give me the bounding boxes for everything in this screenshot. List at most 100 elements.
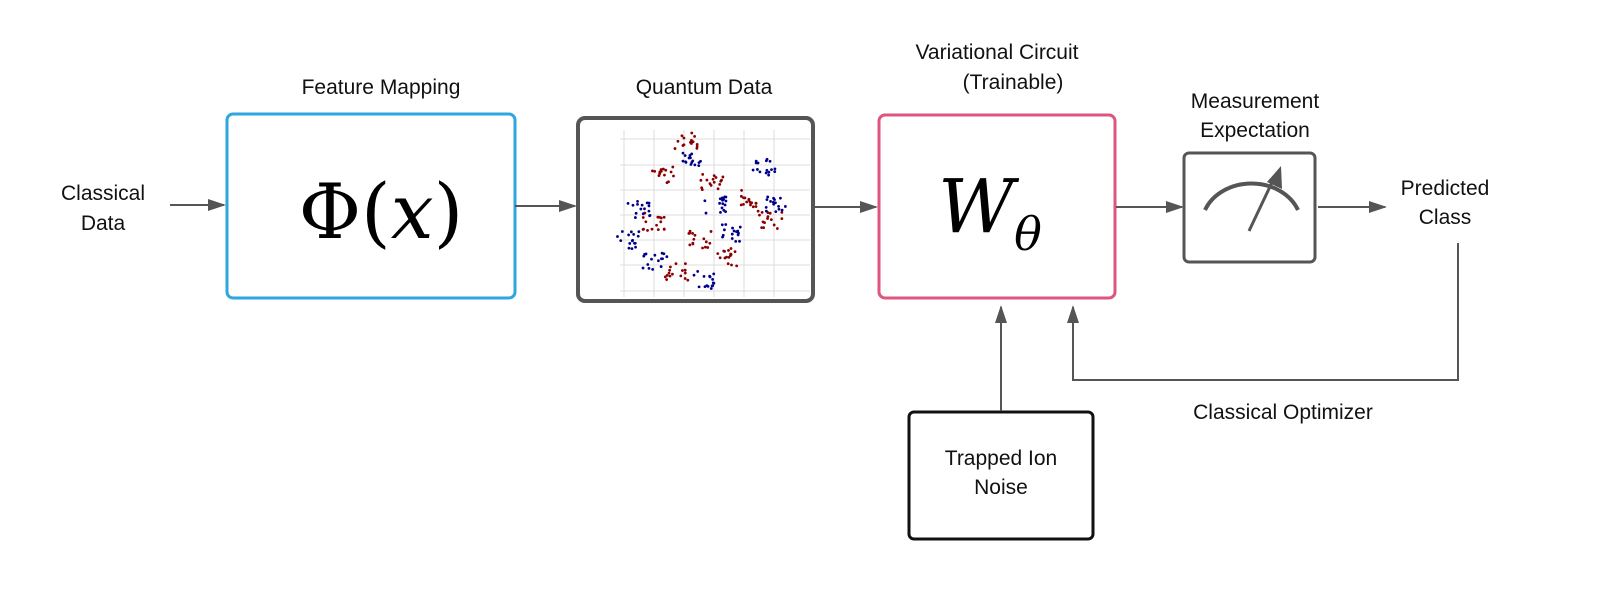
scatter-point xyxy=(770,168,773,172)
scatter-point xyxy=(722,249,726,253)
scatter-point xyxy=(718,256,722,260)
scatter-point xyxy=(701,173,705,176)
scatter-point xyxy=(691,241,695,245)
scatter-point xyxy=(643,207,646,211)
measurement-title: Measurement Expectation xyxy=(1191,90,1320,142)
scatter-point xyxy=(701,246,704,250)
scatter-point xyxy=(760,226,764,230)
scatter-point xyxy=(765,168,769,172)
scatter-point xyxy=(748,200,752,204)
scatter-point xyxy=(702,274,706,278)
scatter-point xyxy=(683,271,687,275)
scatter-point xyxy=(683,268,687,272)
scatter-point xyxy=(688,243,692,247)
scatter-point xyxy=(672,174,675,178)
scatter-point xyxy=(692,237,696,241)
svg-text:Class: Class xyxy=(1419,206,1472,229)
scatter-point xyxy=(661,257,664,261)
scatter-point xyxy=(749,203,752,207)
trapped-ion-noise-box xyxy=(907,410,1095,541)
scatter-point xyxy=(703,245,707,249)
scatter-point xyxy=(636,234,640,238)
scatter-point xyxy=(722,228,726,232)
scatter-point xyxy=(692,273,696,277)
scatter-point xyxy=(690,131,694,135)
scatter-point xyxy=(708,241,712,245)
scatter-point xyxy=(709,230,713,233)
scatter-point xyxy=(745,200,749,204)
svg-text:(Trainable): (Trainable) xyxy=(963,71,1064,94)
scatter-point xyxy=(683,154,687,157)
scatter-point xyxy=(680,269,684,272)
scatter-point xyxy=(697,161,701,164)
scatter-point xyxy=(631,203,635,207)
scatter-point xyxy=(767,173,771,177)
scatter-point xyxy=(739,194,743,198)
scatter-point xyxy=(721,175,725,179)
scatter-point xyxy=(773,167,777,171)
scatter-point xyxy=(627,246,631,250)
scatter-point xyxy=(682,136,686,140)
scatter-point xyxy=(724,195,728,199)
scatter-point xyxy=(764,159,768,163)
scatter-point xyxy=(764,209,768,213)
scatter-point xyxy=(711,281,715,285)
scatter-point xyxy=(665,255,669,259)
scatter-point xyxy=(727,255,731,259)
scatter-point xyxy=(779,196,782,200)
scatter-point xyxy=(636,202,639,206)
scatter-point xyxy=(665,181,669,185)
scatter-point xyxy=(751,205,755,209)
scatter-point xyxy=(647,204,651,208)
scatter-point xyxy=(648,214,651,218)
scatter-point xyxy=(650,257,653,261)
scatter-point xyxy=(695,142,699,146)
circuit-symbol: Wθ xyxy=(938,164,1042,261)
scatter-point xyxy=(727,249,730,252)
scatter-point xyxy=(697,285,701,289)
scatter-point xyxy=(637,230,641,234)
scatter-point xyxy=(657,174,661,177)
scatter-point xyxy=(777,207,781,211)
scatter-point xyxy=(783,205,787,208)
scatter-point xyxy=(706,284,710,288)
scatter-point xyxy=(668,268,672,272)
scatter-point xyxy=(659,220,663,224)
scatter-point xyxy=(729,247,733,250)
scatter-point xyxy=(758,213,761,217)
scatter-point xyxy=(656,228,660,231)
scatter-point xyxy=(674,262,678,265)
scatter-point xyxy=(736,233,740,237)
scatter-point xyxy=(763,221,766,225)
scatter-point xyxy=(754,159,758,163)
scatter-point xyxy=(667,271,671,275)
variational-circuit-title: Variational Circuit (Trainable) xyxy=(915,41,1078,94)
scatter-point xyxy=(712,180,716,184)
scatter-point xyxy=(705,178,709,182)
scatter-point xyxy=(773,198,776,201)
scatter-point xyxy=(660,251,664,255)
scatter-point xyxy=(632,232,636,236)
scatter-point xyxy=(662,215,666,219)
scatter-grid xyxy=(620,130,810,297)
scatter-point xyxy=(626,201,630,205)
scatter-point xyxy=(642,254,646,258)
feature-map-symbol: Φ(x) xyxy=(299,167,464,256)
scatter-point xyxy=(668,274,672,278)
scatter-point xyxy=(619,239,623,243)
scatter-point xyxy=(628,242,632,245)
scatter-point xyxy=(691,232,695,235)
scatter-point xyxy=(657,259,660,263)
scatter-point xyxy=(646,263,650,266)
scatter-point xyxy=(690,161,694,164)
scatter-point xyxy=(765,198,769,202)
scatter-point xyxy=(680,134,684,138)
svg-text:Measurement: Measurement xyxy=(1191,90,1320,113)
variational-circuit-box xyxy=(877,113,1117,300)
scatter-point xyxy=(723,203,727,207)
scatter-point xyxy=(641,266,645,270)
scatter-point xyxy=(739,203,743,207)
scatter-point xyxy=(766,195,770,199)
scatter-point xyxy=(780,208,784,212)
